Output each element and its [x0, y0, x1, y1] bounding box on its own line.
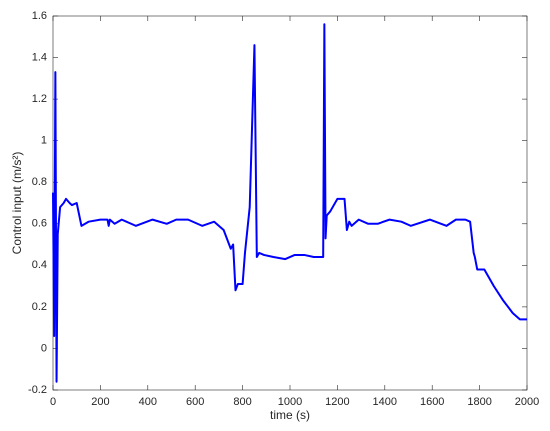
y-tick-label: 1.2: [32, 93, 47, 105]
y-tick-label: 0.6: [32, 218, 47, 230]
y-tick-label: 1.6: [32, 10, 47, 22]
x-tick-label: 600: [186, 396, 204, 408]
x-tick-label: 1000: [278, 396, 302, 408]
x-tick-label: 2000: [515, 396, 539, 408]
y-tick-label: 0.2: [32, 301, 47, 313]
y-tick-label: -0.2: [28, 384, 47, 396]
x-tick-label: 1800: [467, 396, 491, 408]
x-tick-label: 200: [91, 396, 109, 408]
x-tick-label: 1600: [420, 396, 444, 408]
y-axis-label: Control input (m/s²): [10, 152, 24, 255]
x-axis-label: time (s): [270, 408, 310, 422]
x-tick-label: 0: [50, 396, 56, 408]
y-tick-label: 0.8: [32, 176, 47, 188]
plot-area: [52, 15, 528, 391]
y-tick-label: 0.4: [32, 259, 47, 271]
x-tick-label: 400: [139, 396, 157, 408]
y-tick-label: 1: [41, 135, 47, 147]
x-tick-label: 1200: [325, 396, 349, 408]
y-tick-label: 1.4: [32, 51, 47, 63]
data-line: [52, 23, 527, 383]
y-tick-label: 0: [41, 342, 47, 354]
x-tick-label: 1400: [373, 396, 397, 408]
x-tick-label: 800: [233, 396, 251, 408]
